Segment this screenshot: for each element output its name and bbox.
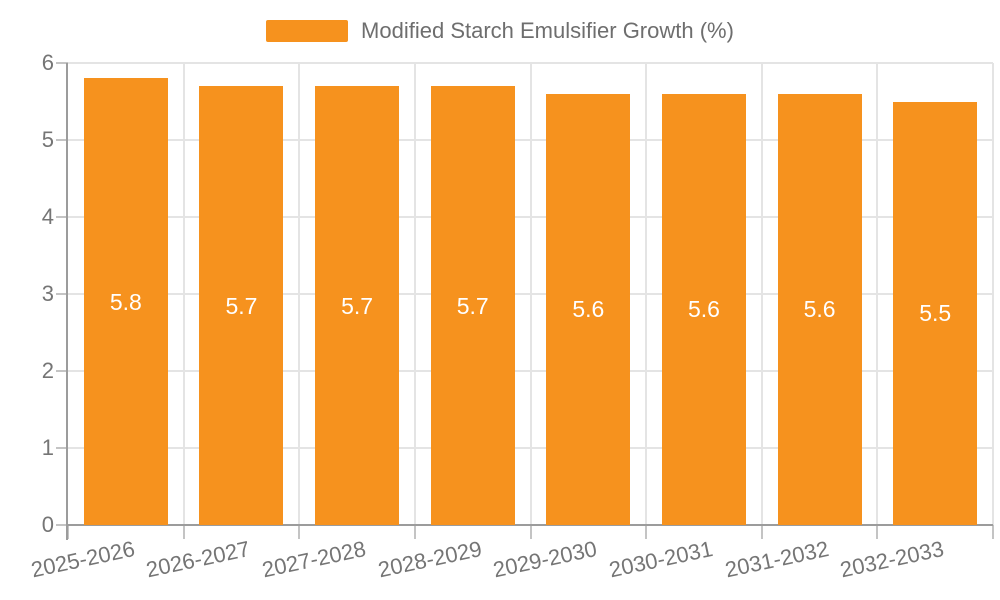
x-axis-tick — [529, 525, 532, 539]
y-axis-label: 1 — [41, 435, 54, 460]
bar-value-label: 5.7 — [456, 292, 489, 319]
x-axis-tick — [992, 525, 994, 539]
bar-value-label: 5.7 — [341, 292, 374, 319]
bar[interactable] — [315, 86, 400, 525]
x-axis-line — [68, 524, 993, 526]
x-axis-tick — [876, 525, 879, 539]
y-axis-label: 4 — [41, 204, 54, 229]
bar-value-label: 5.6 — [572, 296, 605, 323]
y-axis-label: 6 — [41, 50, 54, 75]
x-axis-tick — [760, 525, 763, 539]
bar[interactable] — [430, 86, 515, 525]
bar[interactable] — [546, 93, 631, 525]
y-axis-tick — [56, 447, 68, 449]
bar-value-label: 5.5 — [919, 300, 952, 327]
bar-value-label: 5.6 — [687, 296, 720, 323]
x-axis-tick — [182, 525, 185, 539]
gridline-vertical — [992, 63, 994, 525]
y-axis-tick — [56, 293, 68, 295]
bar[interactable] — [199, 86, 284, 525]
gridline-vertical — [876, 63, 879, 525]
x-axis-tick — [298, 525, 301, 539]
y-axis-label: 3 — [41, 281, 54, 306]
gridline-vertical — [182, 63, 185, 525]
bar[interactable] — [777, 93, 862, 525]
legend-item[interactable]: Modified Starch Emulsifier Growth (%) — [0, 18, 1000, 44]
legend-label: Modified Starch Emulsifier Growth (%) — [361, 18, 734, 43]
bar-value-label: 5.6 — [803, 296, 836, 323]
y-axis-tick — [56, 62, 68, 64]
y-axis-line — [66, 63, 68, 540]
y-axis-tick — [56, 370, 68, 372]
bar-value-label: 5.7 — [225, 292, 258, 319]
legend-swatch-icon — [266, 20, 349, 42]
x-axis-tick — [645, 525, 648, 539]
y-axis-tick — [56, 139, 68, 141]
y-axis-label: 0 — [41, 512, 54, 537]
x-axis-tick — [67, 525, 69, 539]
x-axis-tick — [413, 525, 416, 539]
gridline-vertical — [413, 63, 416, 525]
y-axis-label: 2 — [41, 358, 54, 383]
y-axis-tick — [56, 216, 68, 218]
gridline-vertical — [760, 63, 763, 525]
y-axis-tick — [56, 524, 68, 526]
bar[interactable] — [83, 78, 168, 525]
bar[interactable] — [661, 93, 746, 525]
bar-value-label: 5.8 — [109, 288, 142, 315]
bar[interactable] — [893, 101, 978, 525]
gridline-vertical — [645, 63, 648, 525]
y-axis-label: 5 — [41, 127, 54, 152]
gridline-vertical — [529, 63, 532, 525]
gridline-vertical — [298, 63, 301, 525]
